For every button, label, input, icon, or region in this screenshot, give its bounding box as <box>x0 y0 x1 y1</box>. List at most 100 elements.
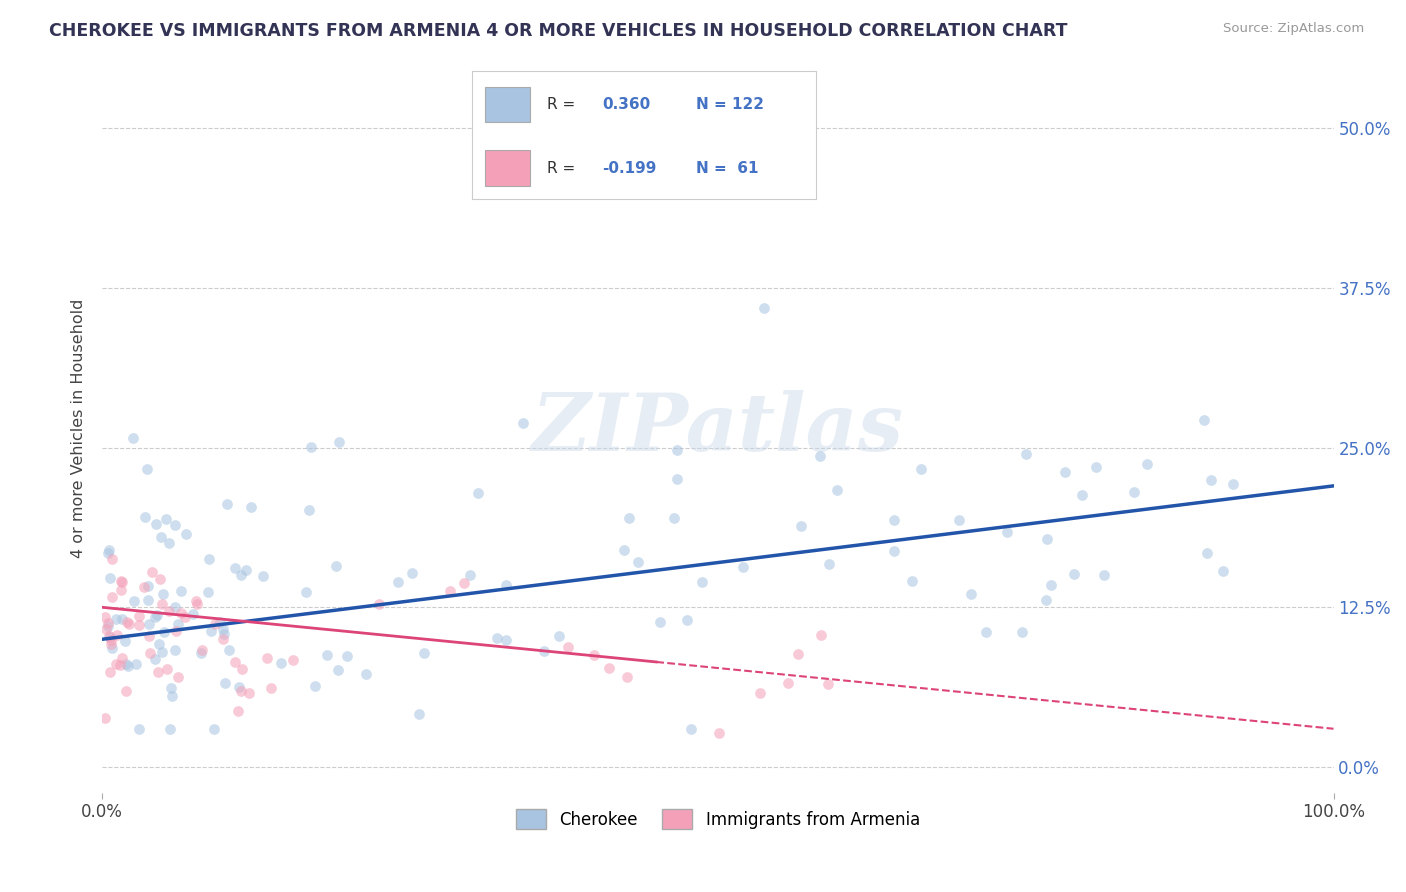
Point <box>165 643 187 657</box>
Point <box>128 722 150 736</box>
Point <box>231 662 253 676</box>
Point <box>256 651 278 665</box>
Point <box>149 572 172 586</box>
Point <box>650 615 672 630</box>
Point <box>598 661 620 675</box>
Point <box>128 609 150 624</box>
Point <box>252 569 274 583</box>
Point <box>235 563 257 577</box>
Point <box>141 566 163 580</box>
Point <box>817 558 839 572</box>
Text: ZIPatlas: ZIPatlas <box>531 390 904 467</box>
Point <box>117 616 139 631</box>
Point <box>108 657 131 672</box>
Point <box>485 631 508 645</box>
Point <box>98 665 121 679</box>
Point <box>1039 578 1062 592</box>
Point <box>731 559 754 574</box>
Point <box>294 584 316 599</box>
Text: Source: ZipAtlas.com: Source: ZipAtlas.com <box>1223 22 1364 36</box>
Point <box>107 627 129 641</box>
Point <box>467 486 489 500</box>
Point <box>98 571 121 585</box>
Point <box>707 726 730 740</box>
Point <box>105 612 128 626</box>
Point <box>208 615 231 630</box>
Point <box>1011 625 1033 640</box>
Point <box>94 622 117 636</box>
Text: CHEROKEE VS IMMIGRANTS FROM ARMENIA 4 OR MORE VEHICLES IN HOUSEHOLD CORRELATION : CHEROKEE VS IMMIGRANTS FROM ARMENIA 4 OR… <box>49 22 1067 40</box>
Point <box>200 624 222 638</box>
Point <box>413 646 436 660</box>
Y-axis label: 4 or more Vehicles in Household: 4 or more Vehicles in Household <box>72 299 86 558</box>
Point <box>752 301 775 315</box>
Point <box>883 544 905 558</box>
Point <box>152 587 174 601</box>
Point <box>224 655 246 669</box>
Point <box>583 648 606 662</box>
Point <box>204 617 226 632</box>
Point <box>974 624 997 639</box>
Point <box>150 529 173 543</box>
Point <box>616 670 638 684</box>
Point <box>910 461 932 475</box>
Point <box>224 560 246 574</box>
Point <box>100 632 122 647</box>
Point <box>995 525 1018 540</box>
Point <box>165 624 187 639</box>
Point <box>212 632 235 647</box>
Point <box>666 472 689 486</box>
Point <box>98 630 121 644</box>
Point <box>1015 447 1038 461</box>
Point <box>167 616 190 631</box>
Point <box>612 542 634 557</box>
Point <box>1194 413 1216 427</box>
Point <box>114 633 136 648</box>
Point <box>159 604 181 618</box>
Point <box>197 585 219 599</box>
Point <box>439 583 461 598</box>
Point <box>1035 532 1057 546</box>
Point <box>1123 484 1146 499</box>
Point <box>495 577 517 591</box>
Point <box>948 513 970 527</box>
Point <box>169 607 191 621</box>
Point <box>1053 466 1076 480</box>
Point <box>900 574 922 589</box>
Point <box>512 417 534 431</box>
Point <box>173 610 195 624</box>
Point <box>159 681 181 695</box>
Point <box>1092 568 1115 582</box>
Point <box>325 559 347 574</box>
Point <box>111 612 134 626</box>
Point <box>959 587 981 601</box>
Point <box>690 574 713 589</box>
Point <box>105 657 128 672</box>
Point <box>150 645 173 659</box>
Point <box>122 431 145 445</box>
Point <box>354 667 377 681</box>
Point <box>110 574 132 589</box>
Point <box>100 641 122 656</box>
Point <box>157 536 180 550</box>
Point <box>136 592 159 607</box>
Point <box>143 652 166 666</box>
Point <box>181 607 204 621</box>
Point <box>1035 593 1057 607</box>
Point <box>145 517 167 532</box>
Point <box>304 679 326 693</box>
Point <box>117 658 139 673</box>
Point <box>1063 567 1085 582</box>
Point <box>134 509 156 524</box>
Point <box>186 597 208 611</box>
Point <box>1212 564 1234 578</box>
Point <box>94 711 117 725</box>
Point <box>298 502 321 516</box>
Point <box>165 599 187 614</box>
Point <box>122 594 145 608</box>
Point <box>128 618 150 632</box>
Point <box>228 680 250 694</box>
Point <box>533 644 555 658</box>
Point <box>883 512 905 526</box>
Point <box>458 567 481 582</box>
